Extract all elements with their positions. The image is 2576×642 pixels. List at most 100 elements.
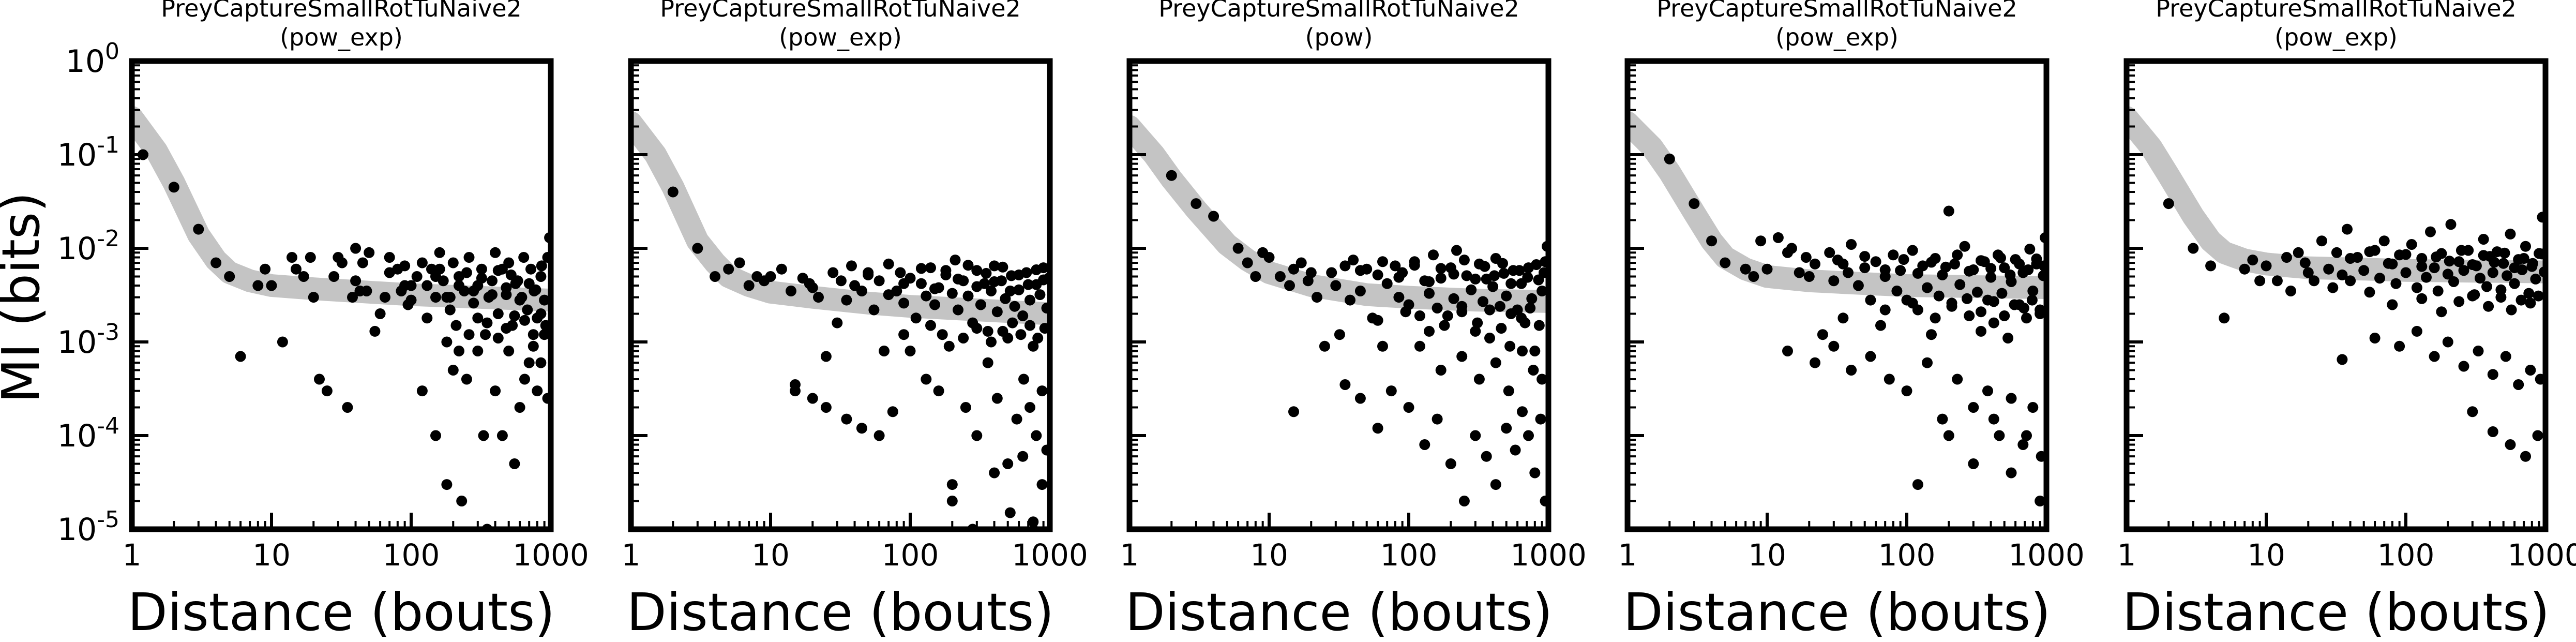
data-point: [2014, 258, 2025, 270]
panel-1: PreyCaptureSmallRotTuNaive2(pow_exp) 1 10 1…: [57, 0, 589, 642]
data-point: [2005, 269, 2016, 280]
data-point: [905, 346, 916, 356]
data-point: [1354, 393, 1366, 404]
data-point: [962, 260, 974, 271]
data-point: [863, 267, 874, 278]
data-point: [1930, 312, 1941, 324]
data-point: [430, 292, 441, 303]
data-point: [1461, 270, 1472, 281]
panel-data: [1129, 115, 1548, 506]
x-axis-label: Distance (bouts): [2122, 582, 2550, 642]
data-point: [447, 257, 459, 268]
data-point: [2254, 275, 2266, 287]
data-point: [2006, 467, 2017, 479]
data-point: [846, 260, 857, 272]
data-point: [1022, 279, 1034, 290]
data-point: [2432, 286, 2444, 296]
data-point: [1976, 306, 1986, 318]
data-point: [1522, 272, 1533, 283]
data-point: [960, 402, 971, 413]
data-point: [1385, 385, 1397, 397]
data-point: [1490, 357, 1501, 368]
data-point: [1531, 259, 1542, 270]
data-point: [925, 262, 936, 274]
data-point: [2500, 351, 2511, 362]
data-point: [2416, 253, 2428, 264]
data-point: [2513, 379, 2524, 390]
data-point: [807, 282, 818, 293]
data-point: [1907, 245, 1918, 256]
data-point: [1428, 249, 1439, 261]
data-point: [1284, 280, 1295, 291]
data-point: [1952, 374, 1963, 385]
data-point: [481, 317, 493, 329]
data-point: [2518, 253, 2529, 264]
y-tick-label: 10-5: [57, 506, 119, 548]
panel-2: PreyCaptureSmallRotTuNaive2(pow_exp) 1 10 1…: [622, 0, 1088, 642]
data-point: [2293, 247, 2304, 258]
data-point: [1484, 333, 1495, 344]
data-point: [1959, 241, 1970, 252]
x-tick-label: 1000: [2008, 538, 2085, 573]
data-point: [2453, 256, 2465, 267]
data-point: [1472, 317, 1483, 329]
data-point: [997, 325, 1008, 337]
data-point: [856, 423, 867, 434]
data-point: [1962, 293, 1972, 304]
data-point: [1017, 310, 1029, 321]
data-point: [2374, 273, 2385, 284]
data-point: [314, 374, 325, 385]
data-point: [1354, 286, 1366, 296]
data-point: [891, 286, 902, 296]
data-point: [463, 329, 475, 340]
data-point: [266, 280, 277, 291]
x-tick-label: 1000: [513, 538, 589, 573]
data-point: [1968, 458, 1979, 469]
data-point: [478, 430, 489, 441]
x-axis-label: Distance (bouts): [1623, 582, 2051, 642]
x-axis-label: Distance (bouts): [627, 582, 1054, 642]
data-point: [2520, 451, 2531, 462]
data-point: [490, 247, 501, 258]
data-point: [790, 379, 801, 390]
data-point: [915, 263, 927, 274]
data-point: [2031, 253, 2042, 264]
data-point: [1439, 320, 1450, 331]
data-point: [2027, 286, 2039, 296]
data-point: [2481, 281, 2492, 292]
data-point: [898, 278, 910, 289]
panel-title: PreyCaptureSmallRotTuNaive2: [660, 0, 1021, 22]
x-tick-label: 10: [1748, 538, 1786, 573]
data-point: [516, 292, 528, 303]
data-point: [1339, 260, 1351, 272]
data-point: [971, 430, 983, 441]
data-point: [2021, 430, 2032, 441]
data-point: [501, 323, 512, 334]
data-point: [937, 329, 948, 340]
data-point: [1976, 255, 1986, 266]
data-point: [2509, 278, 2520, 289]
data-point: [1381, 278, 1393, 289]
data-point: [1740, 263, 1751, 275]
data-point: [1526, 293, 1538, 304]
data-point: [946, 479, 958, 490]
data-point: [2009, 299, 2020, 310]
data-point: [1996, 288, 2008, 299]
data-point: [981, 267, 992, 279]
data-point: [528, 340, 539, 352]
data-point: [509, 310, 520, 321]
data-point: [1514, 265, 1525, 276]
data-point: [535, 308, 547, 319]
data-point: [492, 308, 504, 319]
data-point: [2473, 346, 2484, 356]
data-point: [986, 286, 997, 296]
data-point: [210, 257, 222, 268]
data-point: [879, 346, 890, 356]
x-tick-label: 1: [1618, 538, 1637, 573]
data-point: [2323, 263, 2334, 275]
panel-subtitle: (pow_exp): [779, 23, 902, 51]
y-tick-label: 10-2: [57, 226, 119, 267]
data-point: [820, 351, 832, 362]
data-point: [723, 263, 734, 275]
data-point: [2458, 265, 2469, 276]
